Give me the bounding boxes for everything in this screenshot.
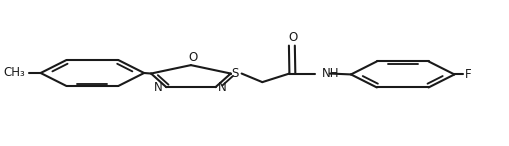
Text: N: N [217, 81, 227, 94]
Text: F: F [464, 68, 471, 81]
Text: O: O [288, 31, 297, 44]
Text: NH: NH [321, 67, 338, 80]
Text: O: O [188, 51, 197, 64]
Text: S: S [231, 67, 238, 80]
Text: CH₃: CH₃ [3, 66, 25, 80]
Text: N: N [153, 81, 162, 94]
